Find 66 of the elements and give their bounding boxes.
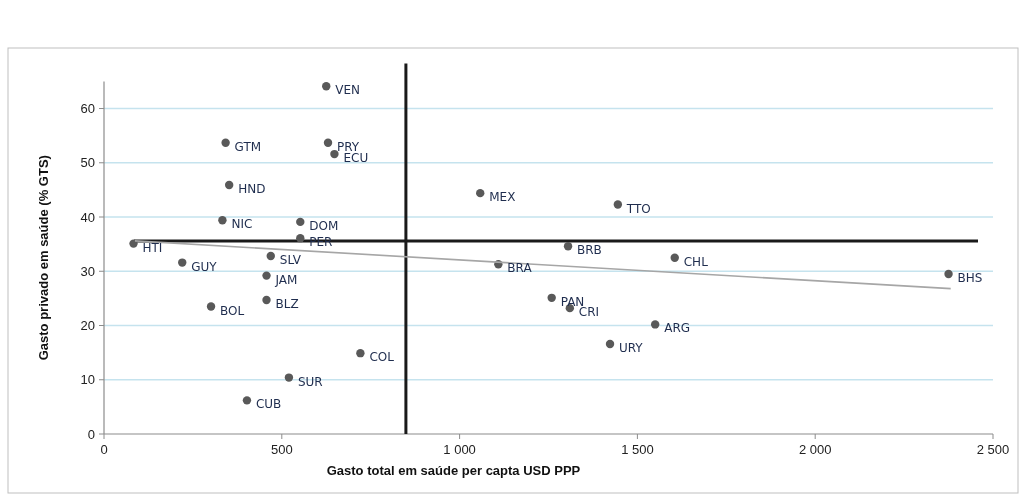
point [650, 320, 660, 329]
annotation: GTM [234, 139, 262, 154]
annotation: BLZ [275, 297, 299, 312]
point [670, 253, 679, 262]
annotation: COL [369, 350, 395, 365]
annotation: BRA [507, 261, 533, 276]
point [218, 216, 227, 225]
annotation: ECU [343, 151, 369, 166]
annotation: BRB [577, 243, 602, 258]
point [262, 271, 271, 280]
y-tick-label: 20 [80, 318, 95, 334]
y-tick-label: 40 [80, 209, 95, 225]
point [323, 138, 333, 147]
annotation: GUY [191, 259, 218, 274]
annotation: BHS [957, 270, 983, 285]
x-tick-label: 0 [100, 442, 108, 457]
point [224, 180, 234, 190]
y-tick-label: 60 [80, 101, 95, 117]
point [563, 242, 573, 251]
point [221, 138, 230, 147]
point [296, 217, 305, 227]
point [547, 293, 556, 303]
annotation: URY [619, 340, 644, 355]
y-tick-label: 0 [87, 426, 95, 442]
point [476, 188, 485, 198]
point [262, 295, 271, 305]
annotation: VEN [335, 83, 361, 98]
y-tick-label: 10 [80, 372, 95, 388]
y-axis-title: Gasto privado em saúde (% GTS) [36, 155, 51, 361]
annotation: ARG [664, 321, 691, 336]
point [330, 149, 339, 159]
point [944, 269, 953, 279]
annotation: SUR [297, 374, 323, 389]
annotation: TTO [625, 201, 651, 216]
point [356, 348, 365, 358]
annotation: HTI [142, 240, 163, 255]
x-tick-label: 1 000 [443, 442, 476, 457]
annotation: CHL [683, 254, 709, 269]
x-tick-label: 500 [270, 442, 293, 457]
annotation: MEX [489, 190, 516, 205]
y-tick-label: 30 [80, 263, 95, 279]
annotation: PER [309, 235, 333, 250]
annotation: HND [238, 182, 266, 197]
point [605, 339, 615, 349]
point [284, 373, 294, 382]
point [266, 251, 275, 261]
point [322, 82, 331, 91]
x-tick-label: 2 500 [976, 442, 1010, 457]
annotation: JAM [274, 272, 298, 287]
x-axis-title: Gasto total em saúde per capta USD PPP [326, 463, 581, 478]
point [613, 200, 623, 209]
point [178, 258, 187, 267]
point [129, 239, 138, 248]
annotation: NIC [231, 217, 253, 232]
x-tick-label: 2 000 [798, 442, 832, 457]
annotation: CRI [578, 305, 600, 320]
annotation: CUB [255, 397, 282, 412]
annotation: BOL [220, 303, 245, 318]
y-tick-label: 50 [80, 155, 95, 171]
point [296, 233, 305, 243]
point [206, 302, 216, 311]
point [242, 396, 252, 405]
x-tick-label: 1 500 [621, 442, 654, 457]
annotation: SLV [279, 253, 302, 268]
annotation: PRY [337, 139, 360, 154]
annotation: DOM [309, 218, 339, 233]
